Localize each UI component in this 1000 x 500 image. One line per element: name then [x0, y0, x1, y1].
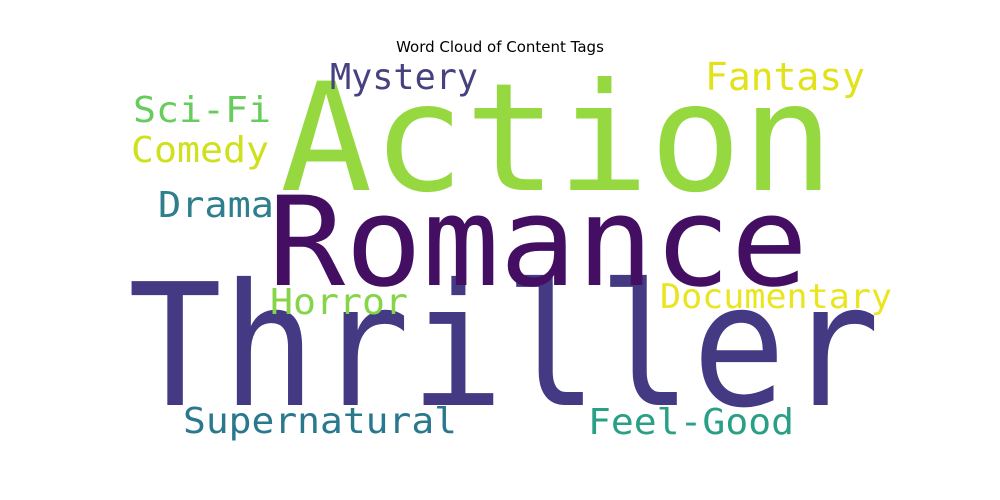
word-action: Action — [280, 52, 834, 226]
word-romance: Romance — [268, 171, 808, 315]
word-fantasy: Fantasy — [705, 55, 865, 99]
word-horror: Horror — [270, 282, 408, 323]
word-supernatural: Supernatural — [183, 401, 457, 442]
word-thriller: Thriller — [128, 248, 880, 446]
word-sci-fi: Sci-Fi — [133, 90, 271, 131]
word-comedy: Comedy — [131, 130, 269, 171]
word-drama: Drama — [158, 185, 274, 226]
chart-title: Word Cloud of Content Tags — [396, 38, 604, 56]
word-feel-good: Feel-Good — [588, 402, 794, 443]
word-documentary: Documentary — [660, 277, 892, 317]
word-mystery: Mystery — [330, 57, 478, 98]
